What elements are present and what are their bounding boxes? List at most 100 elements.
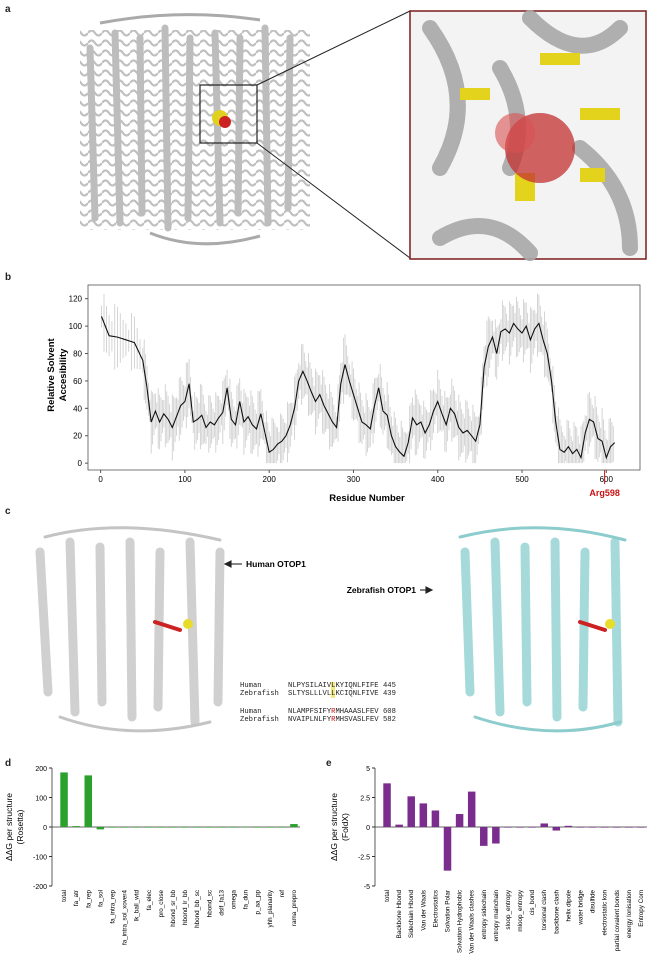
category-label: total: [384, 890, 391, 902]
bar: [637, 827, 645, 828]
category-label: Van der Waals: [420, 890, 427, 931]
category-label: rama_prepro: [291, 890, 298, 927]
panel-d-chart: -200 -100 0 100 200 ΔΔG per structure (Rosetta…: [4, 766, 300, 945]
bar: [383, 783, 391, 827]
bar: [613, 827, 621, 828]
category-label: Sidechain Hbond: [408, 890, 415, 938]
bar: [588, 827, 597, 828]
x-tick-label: 400: [431, 475, 445, 484]
bar: [157, 827, 165, 828]
x-tick-label: 600: [600, 475, 614, 484]
category-label: pro_close: [158, 890, 165, 918]
y-axis-label-unit: (Rosetta): [15, 809, 25, 844]
category-label: mloop_entropy: [517, 889, 524, 932]
category-label: helix dipole: [565, 890, 572, 922]
alignment-row: Human NLPYSILAIVLKYIQNLFIFE 445: [240, 682, 396, 690]
bar: [540, 823, 548, 827]
category-label: fa_sol: [97, 890, 104, 907]
zoom-box: [199, 84, 258, 144]
y-tick-label: 0: [366, 825, 370, 832]
species-label: Human: [240, 708, 262, 716]
y-tick-label: 80: [73, 350, 82, 359]
sequence-post: KCIQNLFIVE: [335, 690, 379, 698]
sequence-num: 582: [382, 716, 396, 724]
bar: [169, 827, 177, 828]
x-tick-label: 100: [178, 475, 192, 484]
category-label: water bridge: [578, 890, 585, 926]
y-tick-label: 0: [43, 825, 47, 832]
zebrafish-otop1-structure: [458, 526, 627, 733]
bar: [492, 827, 500, 844]
category-label: hbond_sc: [206, 890, 213, 917]
bar: [144, 827, 153, 828]
panel-b-ylabel-line1: Relative Solvent: [46, 337, 57, 411]
category-label: fa_elec: [146, 890, 153, 910]
sequence-pre: NVAIPLNLFY: [288, 716, 332, 724]
category-label: torsional clash: [541, 890, 548, 931]
category-label: disulfide: [590, 890, 597, 914]
y-axis-label-unit: (FoldX): [340, 813, 350, 841]
bar: [132, 827, 141, 828]
human-otop1-structure: [35, 526, 225, 733]
human-otop1-label: Human OTOP1: [246, 559, 306, 569]
category-label: fa_dun: [243, 890, 250, 910]
bar: [480, 827, 488, 846]
category-label: fa_intra_sol_xover4: [122, 890, 129, 945]
category-label: Solvation Polar: [445, 890, 452, 932]
panel-b-xlabel: Residue Number: [329, 493, 405, 504]
sequence-num: 439: [382, 690, 396, 698]
panel-e-chart: -5 -2.5 0 2.5 5 ΔΔG per structure (FoldX) total…: [329, 766, 647, 954]
zoom-panel: [409, 10, 647, 261]
category-label: fa_atr: [73, 890, 80, 906]
species-label: Zebrafish: [240, 716, 279, 724]
sequence-mark: L: [331, 690, 336, 698]
category-label: Entropy Com: [638, 890, 645, 927]
bar: [504, 827, 512, 828]
bar: [516, 827, 524, 828]
bar: [455, 814, 464, 827]
alignment-block-1: Human NLPYSILAIVLKYIQNLFIFE 445 Zebrafish…: [240, 682, 396, 698]
y-tick-label: 60: [73, 377, 82, 386]
category-label: Van der Waals clashes: [469, 890, 476, 954]
y-tick-label: 20: [73, 432, 82, 441]
x-tick-label: 0: [98, 475, 103, 484]
bar: [290, 824, 298, 827]
y-tick-label: -200: [33, 884, 47, 891]
panel-c-structures: Human OTOP1 Zebrafish OTOP1: [35, 526, 627, 733]
category-label: omega: [230, 890, 237, 910]
bar: [84, 775, 93, 827]
bar: [407, 796, 415, 827]
sequence-num: 445: [382, 682, 396, 690]
category-label: ref: [279, 890, 286, 898]
category-label: partial covalent bonds: [614, 890, 621, 951]
category-label: dslf_fa13: [218, 890, 225, 916]
bar: [467, 791, 476, 827]
panel-label-e: e: [326, 758, 332, 769]
arg598-label: Arg598: [589, 488, 620, 498]
protein-ribbon-overview: [80, 13, 310, 246]
sequence-num: 608: [382, 708, 396, 716]
panel-b-chart: 0 20 40 60 80 100 120 0 100 200 300 400 500 600 Arg598…: [46, 284, 641, 504]
x-tick-label: 300: [347, 475, 361, 484]
bar: [253, 827, 262, 828]
y-tick-label: 100: [35, 796, 47, 803]
sequence-mark: R: [331, 708, 336, 716]
category-label: Electrostatics: [432, 890, 439, 927]
category-label: Backbone Hbond: [396, 890, 403, 939]
y-tick-label: -5: [364, 884, 370, 891]
bar: [193, 827, 201, 828]
bar: [528, 827, 536, 828]
y-tick-label: 40: [73, 404, 82, 413]
sequence-pre: NLPYSILAIV: [288, 682, 332, 690]
sequence-mark: L: [331, 682, 336, 690]
bar: [217, 827, 226, 828]
panel-b-axes: 0 20 40 60 80 100 120 0 100 200 300 400 500 600 Arg598: [69, 284, 641, 498]
bar: [600, 827, 609, 828]
plot-frame: [87, 284, 641, 471]
bar: [576, 827, 585, 828]
bar: [181, 827, 189, 828]
bar: [108, 827, 117, 828]
bar: [395, 824, 403, 827]
category-label: lk_ball_wtd: [134, 890, 141, 922]
y-tick-label: 5: [366, 766, 370, 773]
